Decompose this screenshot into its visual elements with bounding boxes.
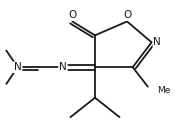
Text: Me: Me (157, 86, 171, 95)
Text: O: O (68, 10, 77, 20)
Text: O: O (123, 10, 131, 20)
Text: N: N (59, 62, 67, 72)
Text: N: N (14, 62, 21, 72)
Text: N: N (154, 37, 161, 47)
